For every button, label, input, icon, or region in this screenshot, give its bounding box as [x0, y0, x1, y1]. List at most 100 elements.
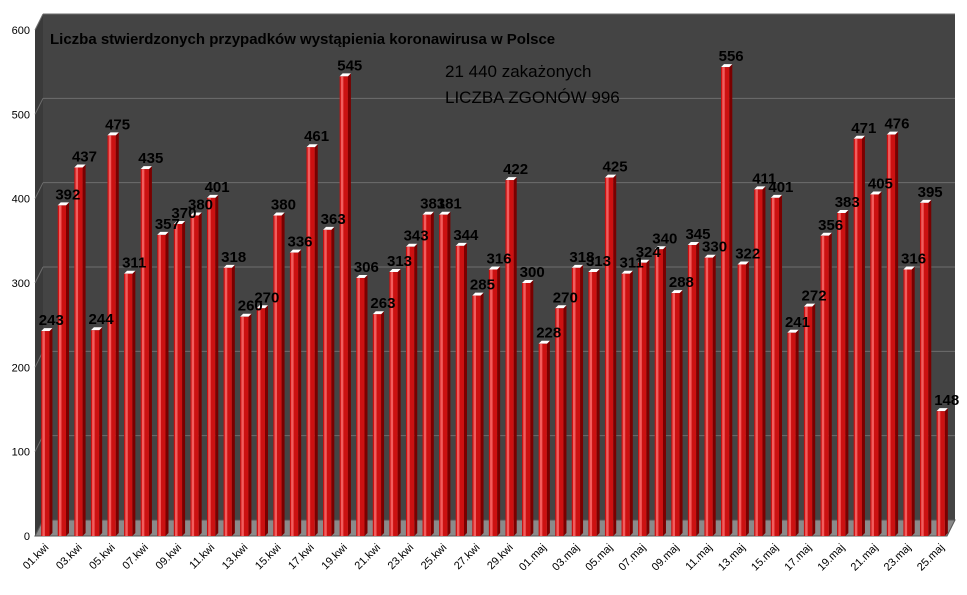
data-label: 380 — [188, 197, 213, 214]
bar-highlight — [490, 269, 493, 536]
data-label: 336 — [288, 234, 313, 251]
data-label: 401 — [205, 179, 230, 196]
bar-highlight — [473, 295, 477, 536]
bar-highlight — [92, 330, 95, 536]
bar-side — [895, 131, 899, 536]
data-label: 476 — [884, 116, 909, 133]
y-tick-label: 0 — [24, 531, 30, 543]
bar-top — [206, 194, 219, 198]
bar-highlight — [42, 331, 45, 536]
bar — [273, 212, 285, 537]
bar — [621, 270, 633, 536]
bar-top — [538, 340, 550, 344]
bar-top — [472, 292, 484, 296]
bar-top — [455, 242, 467, 246]
x-tick-label: 25.kwi — [419, 542, 450, 573]
gridline-side — [34, 182, 44, 199]
bar-side — [928, 199, 932, 536]
x-tick-label: 05.maj — [583, 542, 615, 574]
bar-side — [265, 305, 268, 536]
bar-side — [314, 144, 318, 536]
bar — [737, 261, 749, 536]
bar-front — [936, 411, 945, 536]
bar-side — [845, 210, 849, 536]
data-label: 461 — [304, 128, 329, 145]
bar-top — [820, 232, 832, 236]
bar-highlight — [224, 267, 228, 536]
bar-top — [422, 211, 434, 215]
bar-top — [687, 242, 700, 246]
bar-front — [654, 249, 663, 536]
bar-top — [372, 311, 385, 315]
bar-front — [273, 215, 282, 537]
bar-top — [604, 174, 617, 178]
bar-side — [447, 211, 451, 536]
data-label: 411 — [752, 170, 776, 187]
bar — [919, 199, 932, 536]
bar-top — [190, 212, 202, 216]
data-label: 311 — [620, 255, 644, 272]
bar-front — [571, 267, 581, 536]
bar-top — [389, 269, 401, 273]
bar-top — [306, 144, 318, 148]
y-tick-label: 500 — [12, 109, 30, 121]
x-tick-label: 21.maj — [849, 542, 881, 574]
bar — [654, 246, 666, 536]
bar-front — [721, 67, 730, 537]
bar-side — [215, 194, 219, 536]
bar — [356, 274, 368, 536]
bar-side — [828, 232, 832, 537]
data-label: 272 — [802, 288, 827, 305]
bar-highlight — [606, 177, 609, 537]
bar-front — [687, 245, 697, 537]
x-tick-label: 01.maj — [517, 542, 549, 574]
bar-front — [372, 314, 382, 536]
data-label: 243 — [39, 312, 64, 329]
bar-front — [754, 189, 763, 536]
data-label: 380 — [271, 197, 296, 214]
bar-front — [671, 293, 680, 536]
bar-top — [853, 135, 865, 139]
bar-highlight — [871, 194, 874, 536]
bar-highlight — [854, 138, 858, 537]
bar — [256, 305, 268, 536]
data-label: 244 — [89, 311, 115, 328]
bar-front — [472, 295, 481, 536]
bar-top — [90, 327, 103, 331]
bar-highlight — [175, 223, 178, 536]
bar-side — [82, 164, 86, 537]
bar — [870, 191, 882, 536]
bar-front — [837, 213, 846, 536]
gridline-side — [34, 266, 44, 284]
bar — [306, 144, 318, 536]
bar-front — [505, 180, 514, 536]
x-tick-label: 11.maj — [683, 542, 714, 573]
bar-top — [505, 177, 517, 181]
data-label: 340 — [652, 230, 677, 247]
bar-front — [919, 202, 929, 536]
bar-side — [679, 290, 683, 536]
bar-highlight — [158, 234, 161, 536]
bar-highlight — [291, 252, 294, 536]
bar-top — [41, 328, 53, 332]
data-label: 401 — [768, 179, 793, 196]
y-tick-label: 100 — [12, 447, 30, 459]
bar-top — [140, 166, 152, 170]
bar-top — [107, 132, 119, 136]
bar-side — [530, 280, 534, 536]
bar-highlight — [672, 293, 675, 536]
bar-front — [787, 332, 796, 536]
bar — [638, 259, 650, 536]
bar — [90, 327, 103, 536]
bar-front — [903, 269, 912, 536]
bar-highlight — [257, 308, 261, 536]
x-tick-label: 07.maj — [617, 542, 649, 574]
data-label: 324 — [636, 244, 662, 261]
bar-side — [115, 132, 119, 536]
bar-highlight — [407, 246, 410, 536]
bar-top — [886, 131, 899, 135]
bar-top — [57, 202, 70, 206]
bar-side — [646, 259, 650, 536]
bar — [903, 266, 915, 536]
